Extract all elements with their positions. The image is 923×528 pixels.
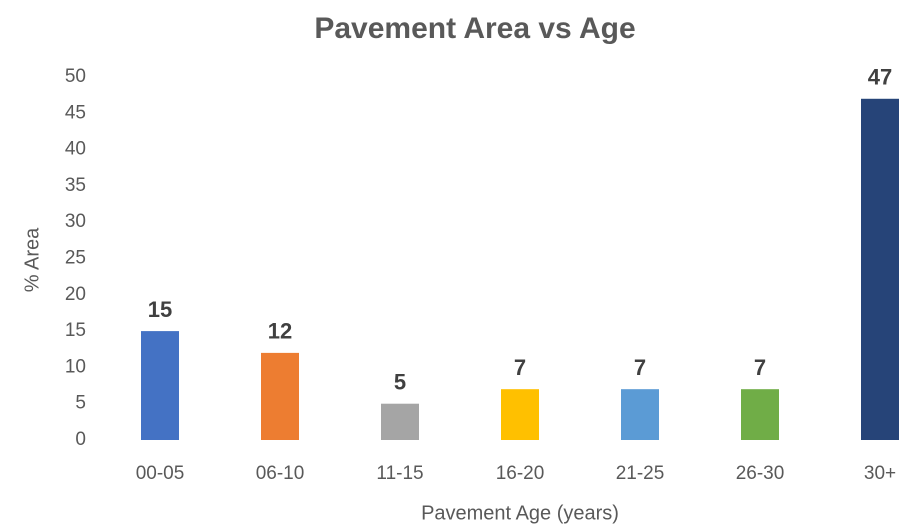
y-axis-label: % Area (21, 227, 43, 292)
y-tick-label: 50 (65, 66, 86, 87)
bar (861, 98, 899, 440)
y-tick-label: 25 (65, 248, 86, 269)
x-tick-label: 16-20 (496, 463, 545, 484)
bar (141, 331, 179, 440)
data-label: 7 (754, 355, 766, 380)
bar (261, 352, 299, 440)
chart-title: Pavement Area vs Age (314, 12, 635, 45)
y-tick-label: 40 (65, 139, 86, 160)
data-label: 7 (514, 355, 526, 380)
data-label: 7 (634, 355, 646, 380)
x-tick-label: 11-15 (376, 463, 423, 484)
y-tick-label: 45 (65, 102, 86, 123)
data-label: 5 (394, 370, 406, 395)
x-tick-label: 26-30 (736, 463, 785, 484)
x-tick-label: 21-25 (616, 463, 665, 484)
data-label: 12 (268, 319, 292, 344)
x-tick-label: 30+ (864, 463, 896, 484)
data-label: 15 (148, 297, 172, 322)
bar (621, 389, 659, 440)
y-tick-label: 15 (65, 320, 86, 341)
x-axis-label: Pavement Age (years) (421, 502, 619, 524)
bar (741, 389, 779, 440)
bar (501, 389, 539, 440)
y-tick-label: 5 (75, 393, 86, 414)
y-tick-label: 20 (65, 284, 86, 305)
x-tick-label: 00-05 (136, 463, 185, 484)
data-label: 47 (868, 65, 892, 90)
x-tick-label: 06-10 (256, 463, 305, 484)
y-tick-label: 35 (65, 175, 86, 196)
y-tick-label: 30 (65, 211, 86, 232)
bar (381, 403, 419, 440)
y-tick-label: 0 (75, 429, 86, 450)
y-tick-label: 10 (65, 356, 86, 377)
